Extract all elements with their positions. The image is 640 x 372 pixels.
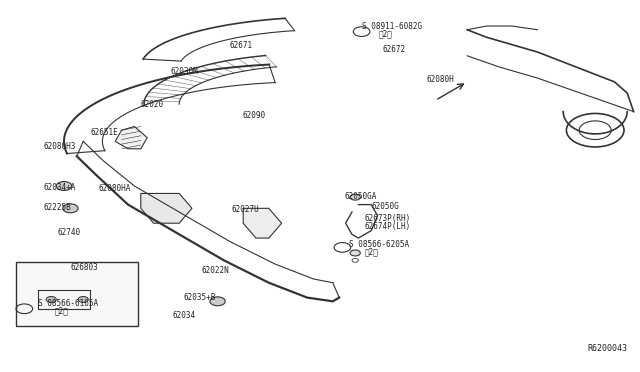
Text: 62020: 62020 <box>140 100 163 109</box>
Text: 62035+B: 62035+B <box>184 293 216 302</box>
Text: 62090: 62090 <box>243 111 266 120</box>
Text: 62080H: 62080H <box>426 76 454 84</box>
Text: 62080H3: 62080H3 <box>44 142 76 151</box>
Circle shape <box>210 297 225 306</box>
Text: 626803: 626803 <box>70 263 98 272</box>
Text: 〈2〉: 〈2〉 <box>365 248 379 257</box>
Text: 62673P(RH): 62673P(RH) <box>365 214 411 223</box>
Text: 〈2〉: 〈2〉 <box>379 29 393 38</box>
Text: 62034+A: 62034+A <box>44 183 76 192</box>
Circle shape <box>63 204 78 213</box>
Text: 62022N: 62022N <box>202 266 229 275</box>
Text: 62050G: 62050G <box>371 202 399 211</box>
Text: S 08911-6082G: S 08911-6082G <box>362 22 422 31</box>
Text: 62080HA: 62080HA <box>99 185 131 193</box>
Text: 62674P(LH): 62674P(LH) <box>365 222 411 231</box>
Circle shape <box>46 296 56 302</box>
Text: 62651E: 62651E <box>91 128 118 137</box>
Circle shape <box>350 250 360 256</box>
Text: 62034: 62034 <box>172 311 195 320</box>
Circle shape <box>78 296 88 302</box>
Polygon shape <box>141 193 192 223</box>
Text: 62030M: 62030M <box>171 67 198 76</box>
FancyBboxPatch shape <box>16 262 138 326</box>
Text: 62672: 62672 <box>383 45 406 54</box>
Polygon shape <box>115 126 147 149</box>
Text: 62225B: 62225B <box>44 203 71 212</box>
Text: S 08566-6205A: S 08566-6205A <box>349 240 409 249</box>
Circle shape <box>350 194 360 200</box>
Text: S 08566-6165A: S 08566-6165A <box>38 299 99 308</box>
Text: 62027U: 62027U <box>232 205 259 214</box>
Text: 62671: 62671 <box>230 41 253 50</box>
Text: R6200043: R6200043 <box>588 344 627 353</box>
Text: 〈2〉: 〈2〉 <box>55 306 69 315</box>
Text: 62740: 62740 <box>58 228 81 237</box>
Text: 62050GA: 62050GA <box>344 192 377 201</box>
Polygon shape <box>243 208 282 238</box>
Circle shape <box>56 182 72 190</box>
